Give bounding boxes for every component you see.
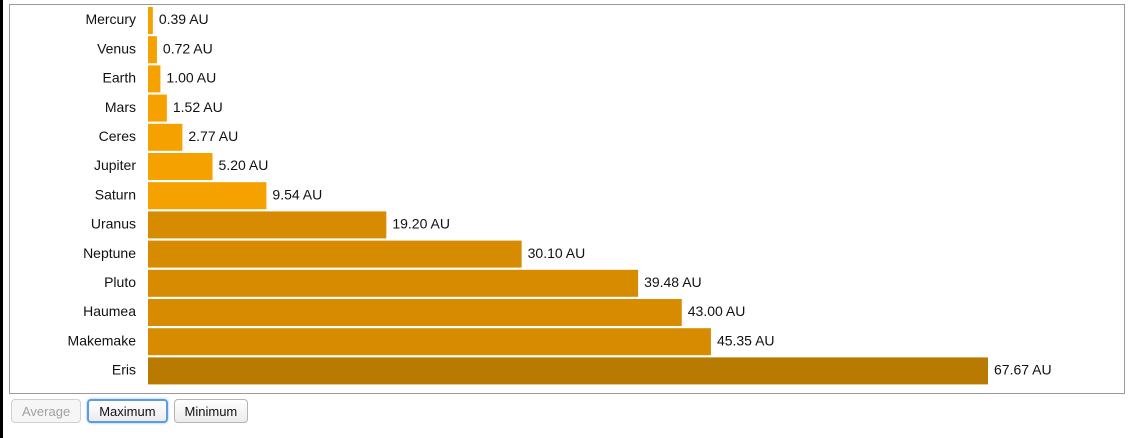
value-label: 43.00 AU — [688, 303, 746, 319]
category-label: Neptune — [83, 245, 136, 261]
category-label: Makemake — [68, 332, 137, 348]
value-label: 0.72 AU — [163, 40, 213, 56]
value-label: 39.48 AU — [644, 274, 702, 290]
bar-venus[interactable] — [148, 36, 157, 64]
value-label: 30.10 AU — [528, 245, 586, 261]
category-label: Uranus — [91, 216, 136, 232]
category-label: Ceres — [99, 128, 136, 144]
category-label: Jupiter — [94, 157, 136, 173]
category-label: Pluto — [104, 274, 136, 290]
bar-saturn[interactable] — [148, 182, 267, 210]
average-button[interactable]: Average — [11, 399, 82, 423]
value-label: 1.00 AU — [166, 70, 216, 86]
category-label: Mars — [105, 99, 136, 115]
bar-eris[interactable] — [148, 357, 988, 385]
category-label: Venus — [97, 40, 136, 56]
bar-ceres[interactable] — [148, 123, 183, 151]
bar-mars[interactable] — [148, 94, 167, 122]
bar-haumea[interactable] — [148, 299, 682, 326]
value-label: 1.52 AU — [173, 99, 223, 115]
bar-chart: Mercury 0.39 AU Venus 0.72 AU Earth 1.00 AU Ma… — [68, 7, 1052, 385]
value-label: 0.39 AU — [159, 11, 209, 27]
bar-uranus[interactable] — [148, 211, 387, 239]
category-label: Mercury — [85, 11, 136, 27]
value-label: 45.35 AU — [717, 332, 775, 348]
bar-earth[interactable] — [148, 65, 161, 93]
view-mode-buttons: Average Maximum Minimum — [11, 399, 249, 425]
value-label: 9.54 AU — [272, 186, 322, 202]
bar-makemake[interactable] — [148, 328, 711, 356]
category-label: Eris — [112, 362, 136, 378]
chart-frame: Mercury 0.39 AU Venus 0.72 AU Earth 1.00 AU Ma… — [9, 4, 1125, 394]
value-label: 5.20 AU — [219, 157, 269, 173]
value-label: 19.20 AU — [392, 216, 450, 232]
minimum-button[interactable]: Minimum — [173, 399, 249, 423]
maximum-button[interactable]: Maximum — [87, 399, 168, 423]
value-label: 67.67 AU — [994, 362, 1052, 378]
bar-mercury[interactable] — [148, 7, 153, 34]
bar-jupiter[interactable] — [148, 153, 213, 180]
category-label: Haumea — [83, 303, 136, 319]
bar-neptune[interactable] — [148, 240, 522, 268]
category-label: Earth — [103, 70, 136, 86]
window-left-edge — [0, 0, 3, 438]
value-label: 2.77 AU — [188, 128, 238, 144]
bar-pluto[interactable] — [148, 269, 639, 297]
category-label: Saturn — [95, 186, 136, 202]
